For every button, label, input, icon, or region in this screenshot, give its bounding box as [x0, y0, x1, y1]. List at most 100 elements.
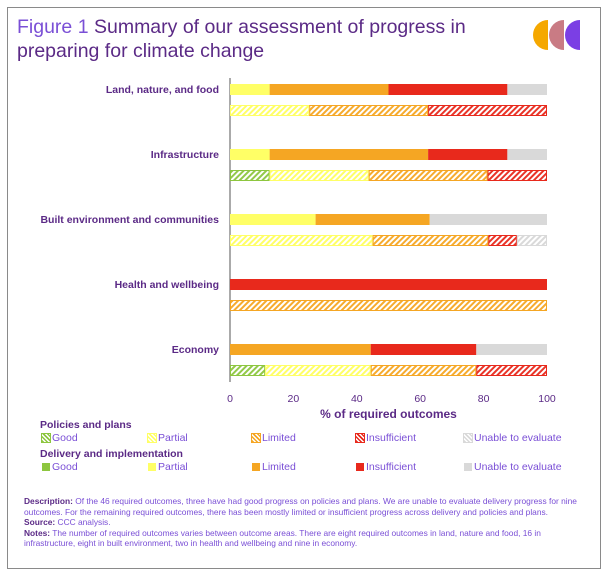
policies-legend-label-insufficient: Insufficient [366, 432, 417, 444]
bar-segment-outline-unable [516, 235, 548, 246]
bar-segment-outline-limited [370, 365, 477, 376]
delivery-legend-insufficient: Insufficient [356, 461, 416, 473]
x-tick-label: 100 [538, 393, 556, 405]
policies-legend-good: Good [41, 432, 78, 444]
bar-segment-limited [230, 300, 547, 311]
footer-description: Description: Of the 46 required outcomes… [24, 496, 577, 517]
bar-segment-unable [516, 235, 547, 246]
logo-shape-purple [565, 20, 580, 50]
bar-segment-unable [429, 214, 547, 225]
delivery-legend-label-insufficient: Insufficient [366, 461, 417, 473]
bar-segment-partial [230, 235, 373, 246]
policies-legend-swatch-good [41, 433, 51, 443]
delivery-legend-swatch-insufficient [356, 463, 364, 471]
delivery-legend-swatch-unable [464, 463, 472, 471]
policies-legend-insufficient: Insufficient [355, 432, 417, 444]
bar-segment-unable [507, 149, 547, 160]
bar-segment-outline-good [230, 365, 266, 376]
x-tick-label: 0 [227, 393, 233, 405]
x-tick-label: 80 [478, 393, 490, 405]
delivery-legend-label-unable: Unable to evaluate [474, 461, 562, 473]
bar-segment-insufficient [230, 279, 547, 290]
category-label: Infrastructure [151, 149, 219, 161]
bar-segment-insufficient [476, 365, 547, 376]
bar-segment-limited [269, 84, 389, 95]
x-tick-label: 40 [351, 393, 363, 405]
x-tick-label: 60 [414, 393, 426, 405]
bar-segment-insufficient [388, 84, 508, 95]
logo-shape-rose [549, 20, 564, 50]
bar-segment-outline-limited [368, 170, 488, 181]
bar-segment-partial [230, 214, 316, 225]
ccc-logo-icon [533, 20, 580, 50]
bar-segment-limited [315, 214, 430, 225]
category-label: Built environment and communities [40, 214, 219, 226]
bar-segment-outline-insufficient [488, 235, 517, 246]
bar-segment-partial [230, 149, 270, 160]
bar-segment-outline-insufficient [476, 365, 547, 376]
policies-legend-label-partial: Partial [158, 432, 188, 444]
stacked-bar-chart: Land, nature, and food Infrastructure Buil… [40, 78, 556, 420]
bar-segment-limited [309, 105, 429, 116]
bar-segment-outline-limited [309, 105, 429, 116]
policies-legend-swatch-limited [251, 433, 261, 443]
policies-legend-label-unable: Unable to evaluate [474, 432, 562, 444]
delivery-legend-partial: Partial [148, 461, 188, 473]
bar-segment-partial [265, 365, 371, 376]
policies-legend-label-limited: Limited [262, 432, 296, 444]
bar-segment-unable [507, 84, 547, 95]
bar-segment-good [230, 365, 266, 376]
figure-label: Figure 1 [17, 16, 89, 38]
policies-legend-swatch-insufficient [355, 433, 365, 443]
bar-segment-outline-insufficient [428, 105, 547, 116]
x-axis-label: % of required outcomes [320, 407, 457, 420]
policies-legend-label-good: Good [52, 432, 78, 444]
bar-segment-good [230, 170, 270, 181]
footer-notes: Notes: The number of required outcomes v… [24, 527, 541, 549]
delivery-legend-unable: Unable to evaluate [464, 461, 562, 473]
delivery-legend-limited: Limited [252, 461, 296, 473]
bar-segment-partial [230, 105, 310, 116]
policies-legend-swatch-unable [463, 433, 473, 443]
bar-segment-insufficient [370, 344, 477, 355]
legend-policies-title: Policies and plans [40, 419, 132, 431]
logo-shape-orange [533, 20, 548, 50]
bar-segment-unable [476, 344, 547, 355]
x-tick-label: 20 [288, 393, 300, 405]
bar-segment-outline-partial [269, 170, 369, 181]
bar-segment-limited [368, 170, 488, 181]
bar-segment-insufficient [428, 149, 508, 160]
bar-segment-insufficient [488, 235, 517, 246]
bar-segment-partial [230, 84, 270, 95]
delivery-legend-label-partial: Partial [158, 461, 188, 473]
bar-segment-limited [230, 344, 371, 355]
bar-segment-limited [269, 149, 429, 160]
category-label: Economy [172, 344, 219, 356]
delivery-legend-swatch-partial [148, 463, 156, 471]
figure-frame [7, 7, 601, 569]
bar-segment-outline-limited [230, 300, 547, 311]
delivery-legend-label-good: Good [52, 461, 78, 473]
delivery-legend-good: Good [42, 461, 78, 473]
bar-segment-insufficient [428, 105, 547, 116]
category-label: Land, nature, and food [106, 84, 219, 96]
figure-title: Figure 1 Summary of our assessment of pr… [17, 15, 527, 63]
delivery-legend-label-limited: Limited [262, 461, 296, 473]
bar-segment-insufficient [487, 170, 547, 181]
bar-segment-outline-good [230, 170, 270, 181]
bar-segment-limited [370, 365, 477, 376]
category-label: Health and wellbeing [115, 279, 219, 291]
footer-source: Source: CCC analysis. [24, 517, 111, 528]
figure-title-text: Summary of our assessment of progress in… [17, 16, 466, 62]
policies-legend-partial: Partial [147, 432, 188, 444]
delivery-legend-swatch-limited [252, 463, 260, 471]
bar-segment-outline-partial [265, 365, 371, 376]
bar-segment-outline-insufficient [487, 170, 547, 181]
bar-segment-partial [269, 170, 369, 181]
bar-segment-outline-limited [372, 235, 489, 246]
policies-legend-unable: Unable to evaluate [463, 432, 562, 444]
delivery-legend-swatch-good [42, 463, 50, 471]
bar-segment-outline-partial [230, 235, 373, 246]
legend-delivery-title: Delivery and implementation [40, 448, 183, 460]
bar-segment-outline-partial [230, 105, 310, 116]
